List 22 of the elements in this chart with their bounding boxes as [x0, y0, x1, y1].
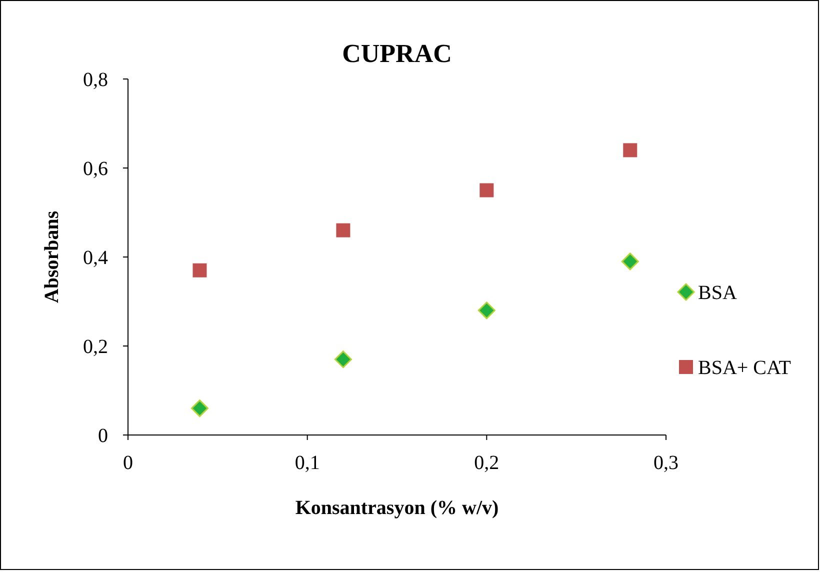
y-tick-label: 0,4 — [83, 247, 108, 269]
point — [190, 400, 208, 418]
y-axis-title: Absorbans — [41, 210, 63, 304]
x-tick-label: 0,2 — [474, 452, 500, 474]
point — [478, 302, 496, 320]
x-tick-label: 0 — [123, 452, 133, 474]
chart-title: CUPRAC — [342, 39, 452, 68]
y-tick-label: 0,2 — [83, 336, 108, 358]
x-tick-label: 0,3 — [654, 452, 678, 474]
x-tick-label: 0,1 — [294, 452, 320, 474]
y-tick-label: 0,8 — [83, 69, 108, 91]
legend-label: BSA — [698, 282, 738, 304]
x-axis-title: Konsantrasyon (% w/v) — [295, 497, 499, 519]
point — [334, 350, 352, 368]
legend-label: BSA+ CAT — [698, 357, 791, 379]
point — [192, 263, 207, 278]
point — [336, 223, 350, 238]
point — [623, 143, 638, 158]
point — [480, 183, 494, 198]
y-tick-label: 0,6 — [83, 158, 108, 180]
y-tick-label: 0 — [98, 425, 108, 447]
point — [621, 252, 639, 270]
